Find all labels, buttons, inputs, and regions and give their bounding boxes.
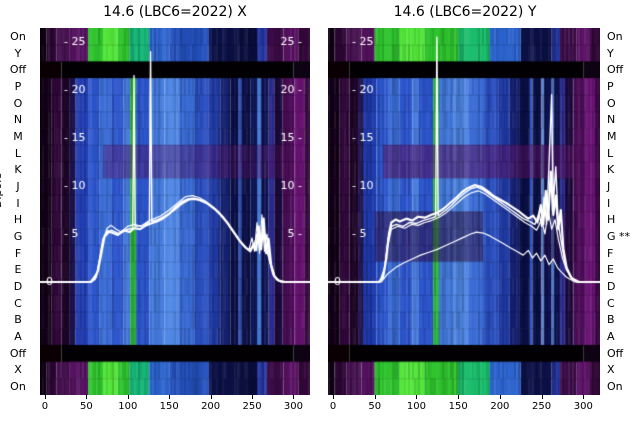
row-label-left-1: Y [14,46,22,60]
row-label-right-4: O [607,96,616,110]
x-tick-label-0-300: 300 [283,401,303,412]
x-tick-mark [499,395,501,399]
row-label-left-7: L [14,146,22,160]
row-label-right-10: I [607,196,611,210]
x-tick-label-1-250: 250 [532,401,552,412]
row-label-right-9: J [607,179,611,193]
row-label-left-2: Off [9,63,27,77]
row-label-right-5: N [607,113,616,127]
row-label-right-0: On [607,29,623,43]
x-tick-label-1-150: 150 [448,401,468,412]
row-label-left-14: E [14,263,22,277]
row-label-left-19: Off [9,346,27,360]
x-tick-mark [127,395,129,399]
row-label-left-8: K [14,163,22,177]
row-label-right-20: X [607,363,615,377]
row-label-left-6: M [13,129,23,143]
x-tick-mark [293,395,295,399]
row-label-left-20: X [14,363,22,377]
row-label-right-17: B [607,313,615,327]
x-tick-label-0-200: 200 [201,401,221,412]
row-label-left-0: On [10,29,26,43]
row-label-right-8: K [607,163,615,177]
heatmap-panel-y [328,28,600,395]
row-label-right-19: Off [607,346,624,360]
row-label-left-13: F [14,246,22,260]
row-label-left-17: B [14,313,22,327]
row-label-left-11: H [13,213,23,227]
row-label-left-18: A [14,330,22,344]
x-tick-mark [583,395,585,399]
x-tick-mark [333,395,334,399]
row-label-left-3: P [14,79,22,93]
x-tick-label-1-0: 0 [329,401,337,412]
x-tick-label-1-50: 50 [368,401,382,412]
row-label-right-21: On [607,380,623,394]
row-label-right-13: F [607,246,614,260]
x-tick-label-0-250: 250 [242,401,262,412]
row-label-left-4: O [13,96,23,110]
x-tick-mark [86,395,88,399]
x-tick-label-0-150: 150 [159,401,179,412]
x-tick-label-0-100: 100 [118,401,138,412]
x-tick-label-0-0: 0 [41,401,49,412]
x-tick-mark [169,395,171,399]
row-label-right-2: Off [607,63,624,77]
x-tick-mark [252,395,254,399]
row-label-right-15: D [607,280,616,294]
row-label-left-15: D [13,280,23,294]
row-label-left-16: C [14,296,22,310]
panel-title-x: 14.6 (LBC6=2022) X [103,4,247,20]
heatmap-panel-x [40,28,310,395]
row-label-right-6: M [607,129,617,143]
row-label-right-14: E [607,263,614,277]
x-tick-mark [541,395,543,399]
row-label-right-1: Y [607,46,614,60]
x-tick-mark [458,395,460,399]
x-tick-label-1-100: 100 [406,401,426,412]
row-label-left-21: On [10,380,26,394]
panel-title-y: 14.6 (LBC6=2022) Y [393,4,537,20]
x-tick-mark [416,395,418,399]
row-label-right-11: H [607,213,616,227]
x-tick-label-1-300: 300 [573,401,593,412]
row-label-left-5: N [13,113,23,127]
row-label-right-3: P [607,79,614,93]
x-tick-label-0-50: 50 [80,401,93,412]
x-tick-mark [210,395,212,399]
row-label-left-9: J [16,179,20,193]
row-label-right-16: C [607,296,615,310]
row-label-left-12: G [13,230,23,244]
row-label-right-7: L [607,146,614,160]
row-label-right-18: A [607,330,615,344]
x-tick-mark [44,395,46,399]
row-label-left-10: I [16,196,20,210]
x-tick-mark [374,395,376,399]
row-label-right-12: G ** [607,230,631,244]
x-tick-label-1-200: 200 [490,401,510,412]
